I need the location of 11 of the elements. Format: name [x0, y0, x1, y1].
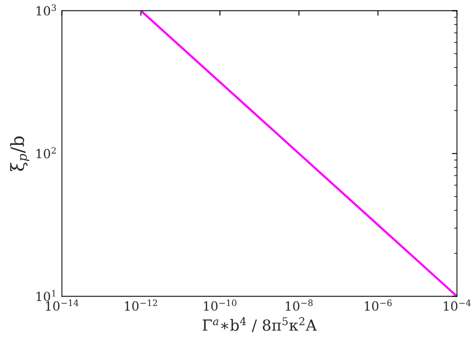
x-tick-label: 10$^{−12}$	[124, 300, 158, 311]
y-tick-label: 10$^{3}$	[36, 4, 56, 16]
x-tick-label: 10$^{−6}$	[364, 300, 392, 311]
text: Γ$^{a}$∗b$^{4}$ / 8π$^{5}$κ$^{2}$A	[202, 317, 317, 332]
x-tick-label: 10$^{−8}$	[286, 300, 313, 311]
x-tick-label: 10$^{−10}$	[204, 300, 236, 311]
x-tick-label: 10$^{−14}$	[46, 300, 78, 311]
y-tick-label: 10$^{1}$	[36, 290, 56, 302]
x-tick-label: 10$^{−4}$	[444, 300, 471, 311]
y-axis-title: ξ$_{p}$/b	[10, 136, 30, 172]
y-tick-label: 10$^{2}$	[36, 147, 56, 158]
